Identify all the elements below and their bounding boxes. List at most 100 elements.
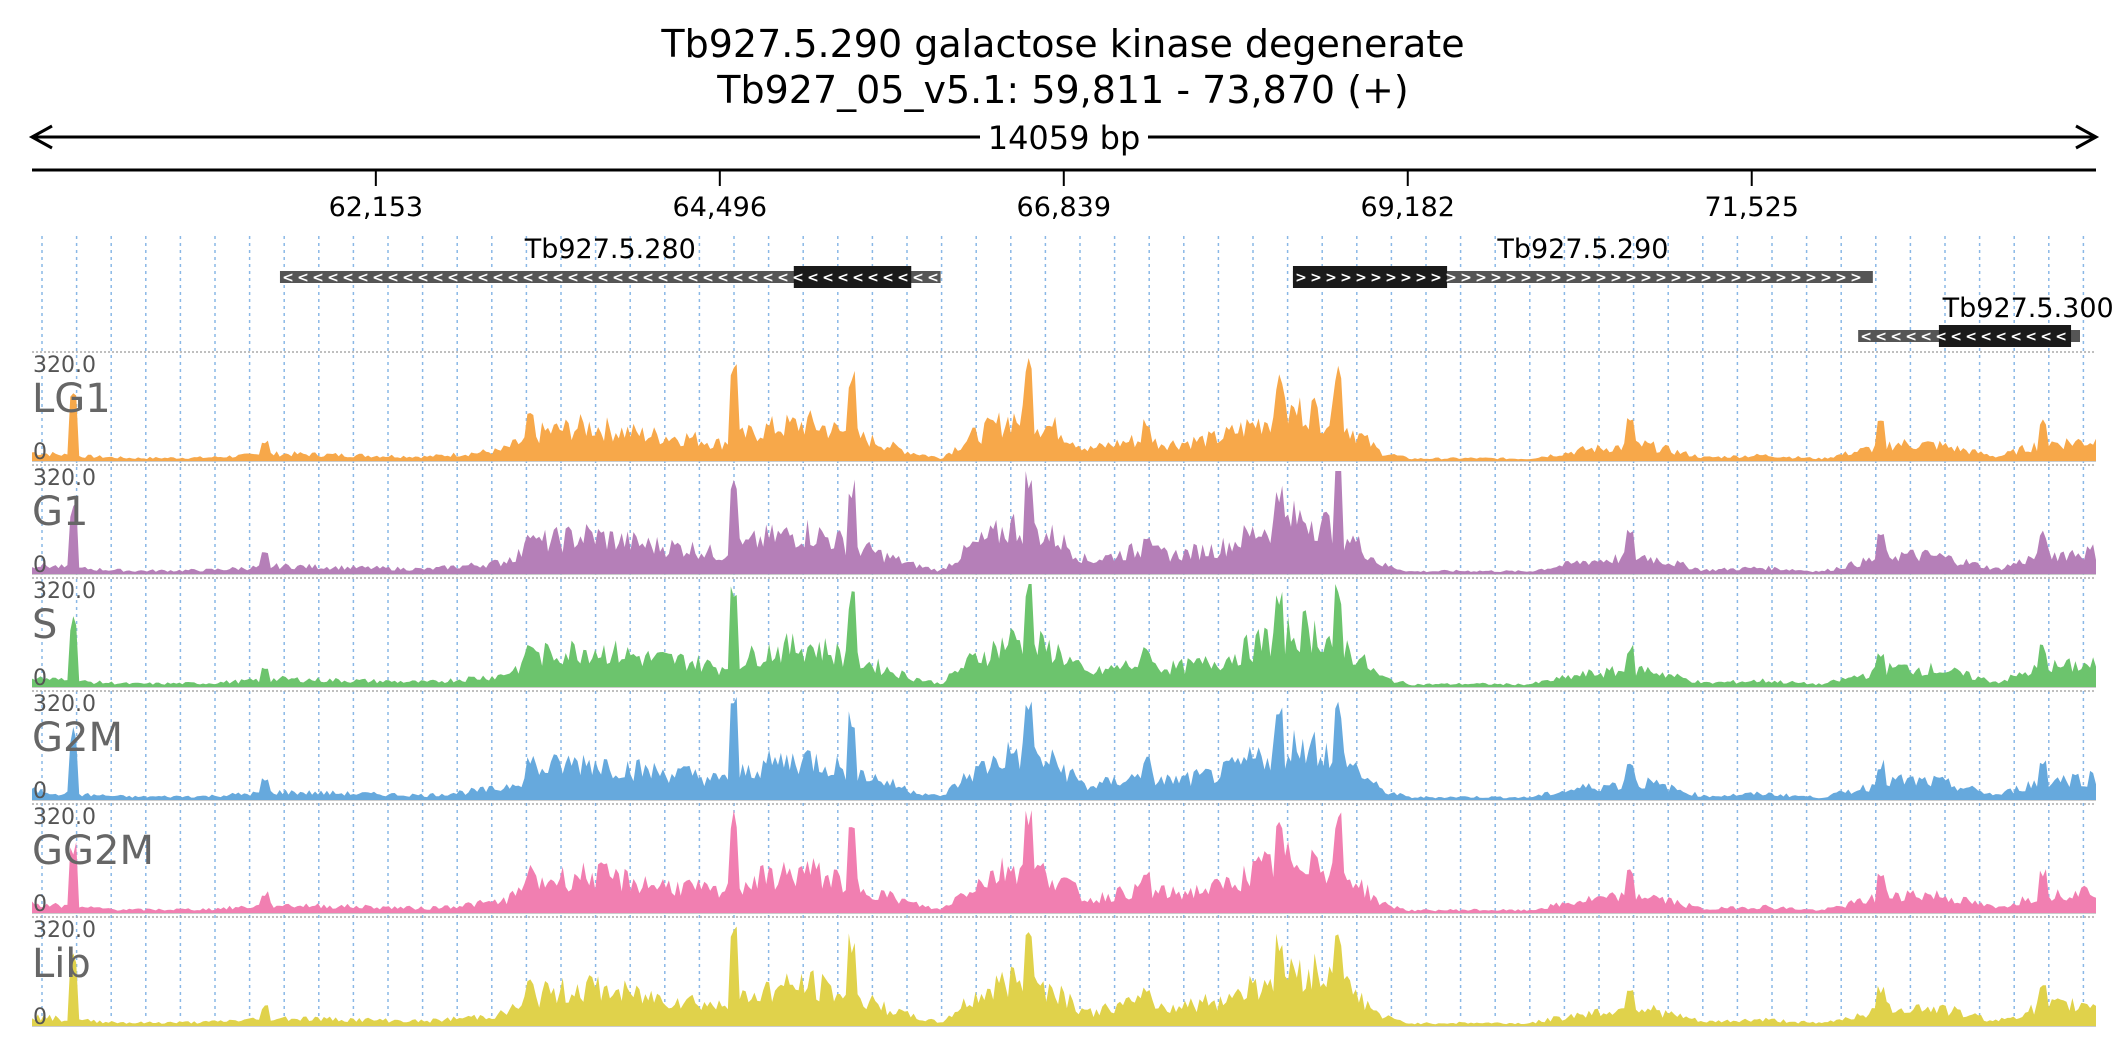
strand-arrow: < [807, 270, 819, 286]
track-ymax-label: 320.0 [33, 579, 96, 604]
gene-cds-bar [1292, 266, 1448, 288]
x-tick-label: 69,182 [1361, 192, 1455, 223]
strand-arrow: < [372, 270, 384, 286]
track-name-label: G1 [32, 489, 88, 535]
gene-label: Tb927.5.280 [524, 234, 696, 265]
strand-arrow: < [447, 270, 459, 286]
strand-arrow: < [477, 270, 489, 286]
strand-arrow: > [1400, 270, 1412, 286]
strand-arrow: < [417, 270, 429, 286]
coverage-area-g2m [32, 697, 2096, 800]
strand-arrow: < [867, 270, 879, 286]
strand-arrow: < [717, 270, 729, 286]
track-name-label: S [32, 602, 57, 648]
strand-arrow: < [312, 270, 324, 286]
strand-arrow: < [1905, 329, 1917, 345]
track-name-label: G2M [32, 715, 123, 761]
track-name-label: GG2M [32, 828, 154, 874]
strand-arrow: < [882, 270, 894, 286]
track-name-label: Lib [32, 941, 91, 987]
track-ymin-label: 0 [33, 779, 47, 804]
track-ymax-label: 320.0 [33, 692, 96, 717]
track-ymin-label: 0 [33, 553, 47, 578]
strand-arrow: > [1820, 270, 1832, 286]
strand-arrow: > [1640, 270, 1652, 286]
x-axis-ticks: 62,153 64,496 66,839 69,182 71,525 [329, 170, 1799, 223]
gene-utr-bar [279, 271, 941, 283]
strand-arrow: < [1950, 329, 1962, 345]
coverage-area-lg1 [32, 358, 2096, 461]
coverage-area-s [32, 584, 2096, 687]
track-ymax-label: 320.0 [33, 918, 96, 943]
track-ymin-label: 0 [33, 666, 47, 691]
strand-arrow: > [1340, 270, 1352, 286]
strand-arrow: > [1790, 270, 1802, 286]
strand-arrow: > [1715, 270, 1727, 286]
strand-arrow: < [672, 270, 684, 286]
track-ymin-label: 0 [33, 440, 47, 465]
strand-arrow: < [567, 270, 579, 286]
strand-arrow: < [537, 270, 549, 286]
strand-arrow: < [402, 270, 414, 286]
gene-label: Tb927.5.290 [1496, 234, 1668, 265]
strand-arrow: > [1610, 270, 1622, 286]
strand-arrow: < [1965, 329, 1977, 345]
strand-arrow: < [597, 270, 609, 286]
strand-arrow: < [342, 270, 354, 286]
track-ymin-label: 0 [33, 892, 47, 917]
track-name-label: LG1 [32, 376, 111, 422]
strand-arrow: > [1520, 270, 1532, 286]
coverage-area-lib [32, 926, 2096, 1026]
strand-arrow: < [462, 270, 474, 286]
strand-arrow: > [1835, 270, 1847, 286]
strand-arrow: < [687, 270, 699, 286]
strand-arrow: > [1760, 270, 1772, 286]
strand-arrow: > [1370, 270, 1382, 286]
track-ymin-label: 0 [33, 1005, 47, 1030]
x-tick-label: 62,153 [329, 192, 423, 223]
strand-arrow: > [1595, 270, 1607, 286]
strand-arrow: < [522, 270, 534, 286]
chart-title: Tb927.5.290 galactose kinase degenerate [661, 22, 1465, 66]
x-tick-label: 71,525 [1704, 192, 1798, 223]
strand-arrow: < [1860, 329, 1872, 345]
strand-arrow: < [327, 270, 339, 286]
strand-arrow: < [732, 270, 744, 286]
coverage-area-g1 [32, 471, 2096, 574]
strand-arrow: > [1445, 270, 1457, 286]
strand-arrow: < [2040, 329, 2052, 345]
strand-arrow: < [1920, 329, 1932, 345]
strand-arrow: < [852, 270, 864, 286]
strand-arrow: < [432, 270, 444, 286]
gene-label: Tb927.5.300 [1942, 293, 2114, 324]
strand-arrow: < [927, 270, 939, 286]
strand-arrow: > [1415, 270, 1427, 286]
strand-arrow: < [1995, 329, 2007, 345]
strand-arrow: < [822, 270, 834, 286]
strand-arrow: < [1875, 329, 1887, 345]
gene-cds-bar [1938, 325, 2072, 347]
strand-arrow: < [1890, 329, 1902, 345]
strand-arrow: < [792, 270, 804, 286]
strand-arrow: > [1460, 270, 1472, 286]
strand-arrow: > [1505, 270, 1517, 286]
strand-arrow: < [762, 270, 774, 286]
strand-arrow: > [1850, 270, 1862, 286]
strand-arrow: > [1580, 270, 1592, 286]
strand-arrow: < [387, 270, 399, 286]
strand-arrow: > [1295, 270, 1307, 286]
strand-arrow: > [1535, 270, 1547, 286]
strand-arrow: < [897, 270, 909, 286]
span-arrow [28, 124, 2100, 150]
strand-arrow: < [612, 270, 624, 286]
strand-arrow: > [1550, 270, 1562, 286]
strand-arrow: < [282, 270, 294, 286]
coverage-area-gg2m [32, 810, 2096, 913]
gene-cds-bar [793, 266, 912, 288]
strand-arrow: > [1670, 270, 1682, 286]
strand-arrow: > [1565, 270, 1577, 286]
strand-arrow: < [2010, 329, 2022, 345]
strand-arrow: < [912, 270, 924, 286]
